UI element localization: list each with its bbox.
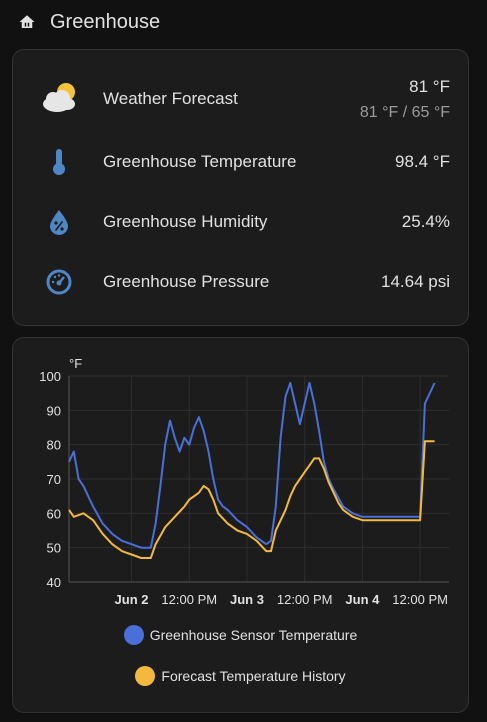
page-header: Greenhouse bbox=[18, 8, 160, 36]
home-icon bbox=[19, 15, 35, 28]
thermometer-icon bbox=[37, 142, 81, 182]
entity-row-greenhouse-pressure[interactable]: Greenhouse Pressure 14.64 psi bbox=[13, 262, 468, 302]
history-chart[interactable]: 40 50 60 70 80 90 100 Jun 2 12:00 PM Jun 3 12:00 P… bbox=[13, 338, 470, 638]
x-tick-label: Jun 3 bbox=[230, 592, 264, 607]
entity-row-greenhouse-humidity[interactable]: Greenhouse Humidity 25.4% bbox=[13, 202, 468, 242]
series-line-forecast bbox=[68, 440, 435, 559]
legend-item-sensor[interactable]: Greenhouse Sensor Temperature bbox=[13, 625, 468, 645]
history-graph-card: 40 50 60 70 80 90 100 Jun 2 12:00 PM Jun 3 12:00 P… bbox=[12, 337, 469, 713]
entity-row-greenhouse-temperature[interactable]: Greenhouse Temperature 98.4 °F bbox=[13, 142, 468, 182]
y-tick-label: 60 bbox=[47, 506, 61, 521]
x-tick-label: 12:00 PM bbox=[161, 592, 217, 607]
weather-partly-cloudy-icon bbox=[37, 79, 81, 119]
forecast-high-low: 81 °F / 65 °F bbox=[359, 104, 450, 121]
y-tick-label: 90 bbox=[47, 403, 61, 418]
legend-swatch-sensor bbox=[123, 625, 144, 645]
x-tick-label: 12:00 PM bbox=[277, 592, 333, 607]
y-tick-label: 50 bbox=[47, 541, 61, 556]
entity-row-weather-forecast[interactable]: Weather Forecast 81 °F bbox=[13, 77, 468, 119]
y-axis-label: °F bbox=[69, 356, 82, 371]
legend-swatch-forecast bbox=[135, 666, 156, 686]
page-title: Greenhouse bbox=[50, 10, 161, 33]
x-tick-label: Jun 4 bbox=[345, 592, 380, 607]
entity-value: 98.4 °F bbox=[395, 152, 450, 171]
y-tick-label: 70 bbox=[47, 472, 61, 487]
entity-name: Greenhouse Humidity bbox=[103, 212, 268, 231]
legend-label: Greenhouse Sensor Temperature bbox=[149, 627, 358, 643]
y-tick-label: 100 bbox=[39, 369, 61, 384]
legend-label: Forecast Temperature History bbox=[161, 668, 346, 684]
x-tick-label: 12:00 PM bbox=[392, 592, 448, 607]
gauge-icon bbox=[37, 262, 81, 302]
entity-value: 14.64 psi bbox=[381, 272, 450, 291]
series-line-sensor bbox=[68, 381, 436, 549]
entity-name: Greenhouse Temperature bbox=[103, 152, 297, 171]
entity-value: 25.4% bbox=[401, 212, 450, 231]
legend-item-forecast[interactable]: Forecast Temperature History bbox=[13, 666, 468, 686]
entities-card: Weather Forecast 81 °F 81 °F / 65 °F Gre… bbox=[12, 49, 469, 326]
entity-name: Greenhouse Pressure bbox=[103, 272, 270, 291]
water-percent-icon bbox=[37, 202, 81, 242]
y-tick-label: 80 bbox=[47, 438, 61, 453]
x-tick-label: Jun 2 bbox=[115, 592, 149, 607]
entity-name: Weather Forecast bbox=[103, 89, 238, 108]
entity-value: 81 °F bbox=[409, 77, 450, 96]
y-tick-label: 40 bbox=[47, 575, 61, 590]
